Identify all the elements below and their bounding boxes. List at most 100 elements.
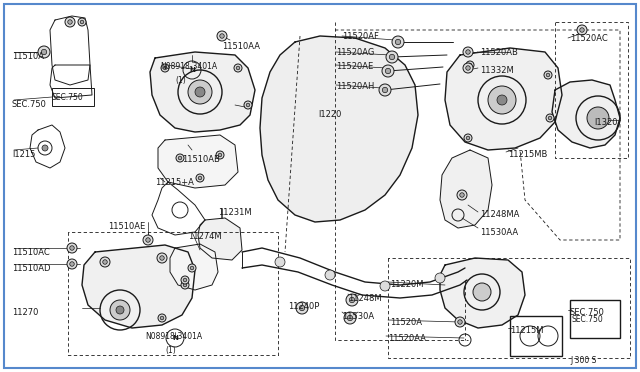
Circle shape [463, 47, 473, 57]
Circle shape [217, 31, 227, 41]
Circle shape [435, 273, 445, 283]
Circle shape [178, 156, 182, 160]
Polygon shape [440, 150, 492, 228]
Text: N: N [172, 335, 178, 341]
Polygon shape [445, 48, 562, 150]
Circle shape [157, 253, 167, 263]
Circle shape [181, 281, 189, 289]
Circle shape [100, 257, 110, 267]
Text: 11215M: 11215M [510, 326, 543, 335]
Polygon shape [170, 244, 218, 290]
Circle shape [116, 306, 124, 314]
Circle shape [349, 297, 355, 303]
Circle shape [346, 294, 358, 306]
Circle shape [143, 235, 153, 245]
Circle shape [382, 65, 394, 77]
Text: 11520AF: 11520AF [342, 32, 379, 41]
Circle shape [577, 25, 587, 35]
Polygon shape [158, 135, 238, 188]
Circle shape [546, 73, 550, 77]
Text: 11270: 11270 [12, 308, 38, 317]
Circle shape [158, 314, 166, 322]
Circle shape [548, 116, 552, 120]
Circle shape [160, 316, 164, 320]
Text: 11520A: 11520A [390, 318, 422, 327]
Circle shape [161, 64, 169, 72]
Text: N: N [189, 67, 195, 73]
Circle shape [497, 95, 507, 105]
Text: 11520AH: 11520AH [336, 82, 374, 91]
Text: 11520AC: 11520AC [570, 34, 608, 43]
Polygon shape [552, 80, 620, 148]
Circle shape [183, 283, 187, 287]
Circle shape [580, 28, 584, 32]
Text: 11520AB: 11520AB [480, 48, 518, 57]
Text: 11520AA: 11520AA [388, 334, 426, 343]
Text: 11520AG: 11520AG [336, 48, 374, 57]
Text: 11510AD: 11510AD [12, 264, 51, 273]
Circle shape [246, 103, 250, 107]
Circle shape [587, 107, 609, 129]
Circle shape [386, 51, 398, 63]
Circle shape [544, 71, 552, 79]
Bar [52, 88, 94, 106]
Circle shape [38, 46, 50, 58]
Text: l1215: l1215 [12, 150, 35, 159]
Text: N08918-3401A: N08918-3401A [145, 332, 202, 341]
Circle shape [181, 276, 189, 284]
Circle shape [78, 18, 86, 26]
Circle shape [195, 87, 205, 97]
Text: 11510AA: 11510AA [222, 42, 260, 51]
Text: 11240P: 11240P [288, 302, 319, 311]
Text: 11510AB: 11510AB [182, 155, 220, 164]
Text: N08918-3401A: N08918-3401A [160, 62, 217, 71]
Circle shape [460, 193, 464, 197]
Circle shape [176, 154, 184, 162]
Text: 11332M: 11332M [480, 66, 514, 75]
Polygon shape [440, 258, 525, 328]
Text: 11215+A: 11215+A [155, 178, 194, 187]
Circle shape [68, 20, 72, 24]
Text: 11510A: 11510A [12, 52, 44, 61]
Circle shape [160, 256, 164, 260]
Circle shape [382, 87, 388, 93]
Circle shape [379, 84, 391, 96]
Text: 11530A: 11530A [342, 312, 374, 321]
Circle shape [70, 246, 74, 250]
Circle shape [65, 17, 75, 27]
Bar [570, 300, 620, 338]
Text: 11220M: 11220M [390, 280, 424, 289]
Circle shape [67, 259, 77, 269]
Circle shape [220, 34, 224, 38]
Circle shape [455, 317, 465, 327]
Text: J 300 S: J 300 S [570, 356, 596, 365]
Circle shape [236, 66, 240, 70]
Text: l1220: l1220 [318, 110, 341, 119]
Polygon shape [260, 36, 418, 222]
Circle shape [348, 315, 353, 321]
Circle shape [218, 153, 222, 157]
Circle shape [42, 145, 48, 151]
Circle shape [396, 39, 401, 45]
Text: 11248M: 11248M [348, 294, 381, 303]
Text: SEC.750: SEC.750 [570, 308, 605, 317]
Circle shape [380, 281, 390, 291]
Circle shape [466, 50, 470, 54]
Text: 11530AA: 11530AA [480, 228, 518, 237]
Circle shape [546, 114, 554, 122]
Circle shape [344, 312, 356, 324]
Circle shape [42, 49, 47, 55]
Circle shape [458, 320, 462, 324]
Text: 11520AE: 11520AE [336, 62, 373, 71]
Circle shape [385, 68, 390, 74]
Text: l1320: l1320 [594, 118, 618, 127]
Polygon shape [82, 245, 195, 328]
Text: SEC.750: SEC.750 [572, 314, 604, 324]
Text: 11510AE: 11510AE [108, 222, 145, 231]
Text: 11274M: 11274M [188, 232, 221, 241]
Text: SEC.750: SEC.750 [12, 100, 47, 109]
Circle shape [163, 66, 167, 70]
Text: SEC.750: SEC.750 [52, 93, 84, 102]
Circle shape [464, 134, 472, 142]
Circle shape [80, 20, 84, 24]
